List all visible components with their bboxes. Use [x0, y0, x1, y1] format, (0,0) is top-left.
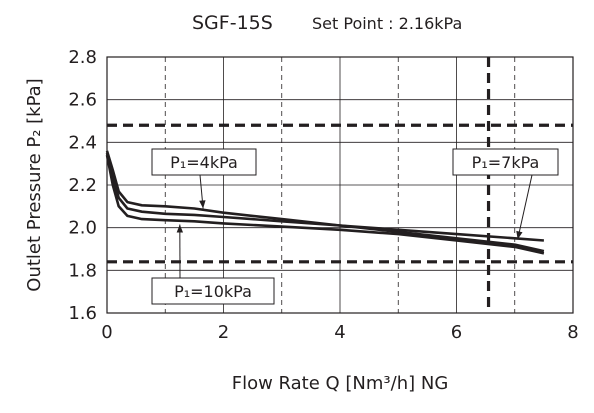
annotation-label: P₁=7kPa: [472, 153, 540, 172]
annotation-arrowhead: [199, 200, 206, 209]
y-tick-label: 1.6: [68, 303, 97, 324]
x-tick-label: 8: [567, 322, 578, 343]
x-tick-label: 0: [101, 322, 112, 343]
y-tick-label: 1.8: [68, 260, 97, 281]
plot-frame: [106, 56, 574, 314]
y-tick-label: 2.8: [68, 47, 97, 68]
y-tick-labels: 1.6 1.8 2.0 2.2 2.4 2.6 2.8: [68, 47, 97, 324]
y-tick-label: 2.6: [68, 90, 97, 111]
y-axis-label: Outlet Pressure P₂ [kPa]: [24, 78, 45, 291]
series-line-2: [105, 152, 544, 242]
x-tick-label: 4: [334, 322, 345, 343]
annotation-label: P₁=4kPa: [170, 153, 238, 172]
annotations: P₁=4kPa P₁=7kPa P₁=10kPa: [151, 148, 559, 305]
annotation-box: [151, 148, 257, 176]
y-tick-label: 2.4: [68, 132, 97, 153]
series-group: [105, 150, 545, 255]
x-tick-labels: 0 2 4 6 8: [101, 322, 578, 343]
annotation-arrowhead: [176, 224, 184, 233]
grid-major: [107, 57, 573, 313]
chart-title: SGF-15S: [192, 12, 273, 34]
series-line-1: [105, 150, 545, 253]
annotation-leader: [517, 174, 533, 240]
x-axis-label: Flow Rate Q [Nm³/h] NG: [232, 373, 449, 394]
x-tick-label: 6: [451, 322, 462, 343]
annotation-label: P₁=10kPa: [174, 282, 252, 301]
annotation-box: [452, 148, 559, 176]
y-tick-label: 2.2: [68, 175, 97, 196]
annotation-box: [151, 277, 275, 305]
y-tick-label: 2.0: [68, 218, 97, 239]
series-line-3: [105, 154, 545, 255]
chart-subtitle: Set Point : 2.16kPa: [312, 14, 462, 33]
x-tick-label: 2: [218, 322, 229, 343]
reference-lines: [107, 57, 573, 313]
annotation-arrowhead: [516, 230, 523, 240]
